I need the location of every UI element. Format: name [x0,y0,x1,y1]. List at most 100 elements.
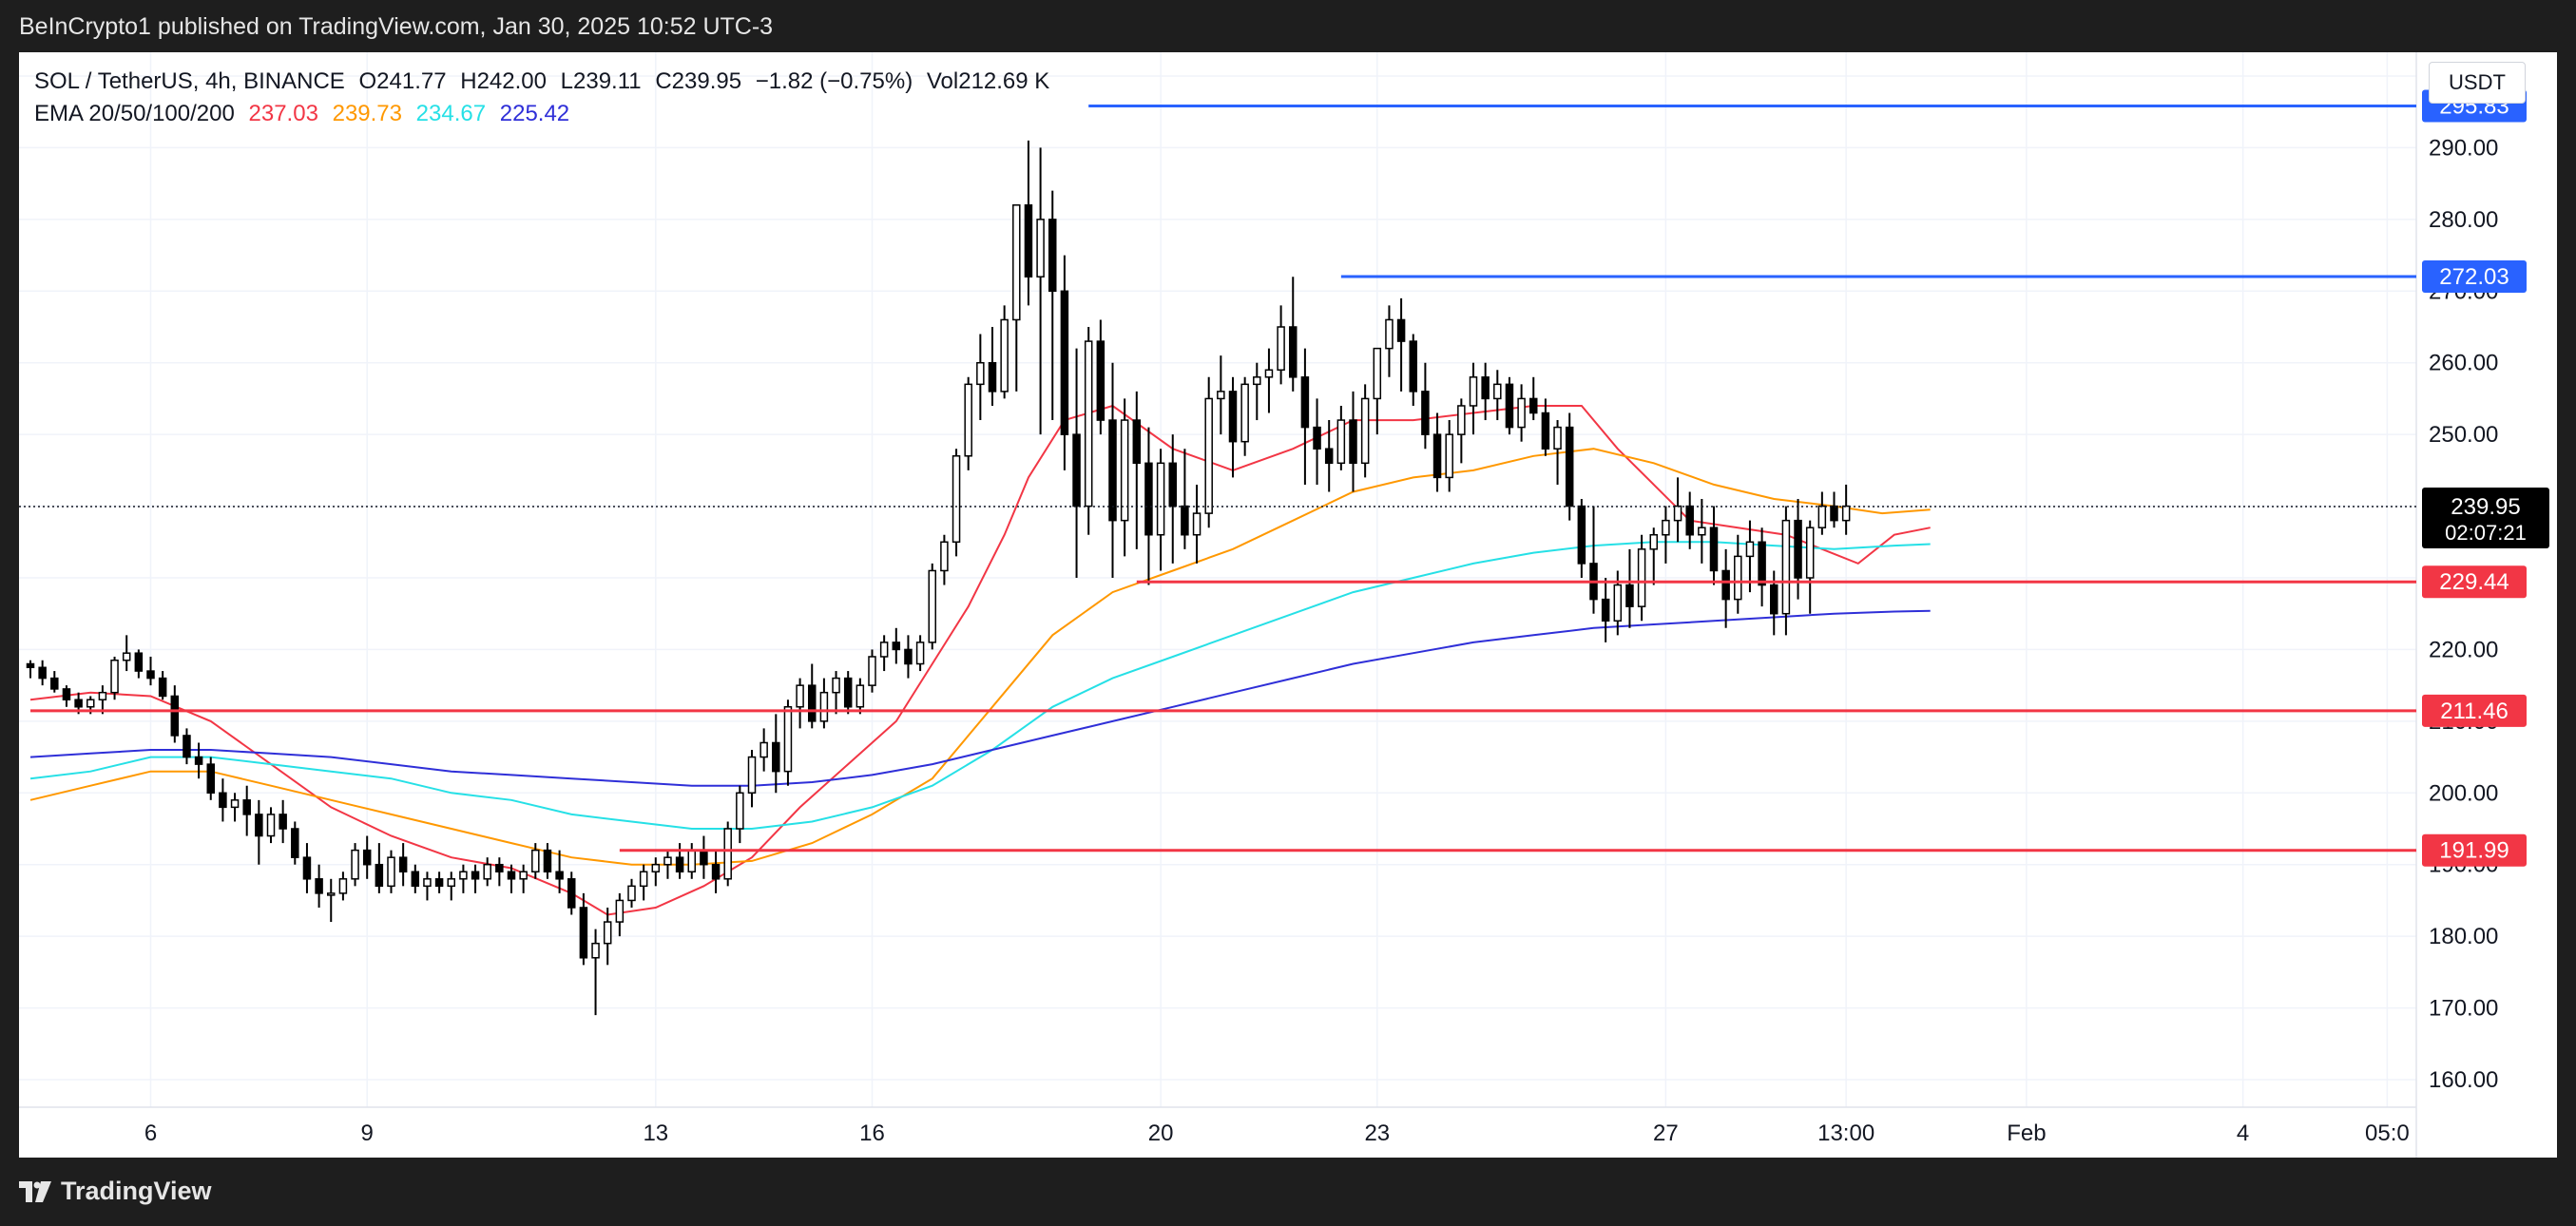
y-tick-label: 180.00 [2429,924,2498,949]
candle-down [1529,397,1538,414]
candle-up [423,878,432,888]
ema50-line [29,448,1931,866]
candle-up [327,892,336,896]
candle-down [134,652,144,672]
candle-down [1060,290,1069,435]
price-chart[interactable]: 300.00290.00280.00270.00260.00250.00240.… [19,52,2557,1158]
candle-up [98,691,107,700]
candle-down [1048,219,1057,293]
candle-up [1781,519,1791,615]
candle-up [928,569,936,643]
x-tick-label: 9 [361,1121,374,1146]
candle-up [1613,584,1623,623]
high-value: H242.00 [460,68,547,94]
candle-down [1601,598,1610,623]
x-tick-label: 27 [1653,1121,1679,1146]
candle-up [615,899,625,923]
candle-up [1156,462,1165,536]
candle-up [1493,383,1502,400]
candle-up [1360,397,1370,465]
candle-up [736,792,744,830]
candle-up [1192,512,1201,536]
candle-up [603,921,612,945]
candle-down [1096,340,1105,421]
candle-down [26,662,35,669]
candle-down [700,849,708,866]
candle-up [1469,376,1478,407]
candle-down [1313,426,1321,450]
candle-up [1385,318,1394,350]
candle-up [747,756,757,795]
candle-up [1637,548,1646,607]
candle-up [1662,519,1670,536]
candle-down [1409,340,1417,393]
candle-down [1794,519,1802,579]
currency-selector[interactable]: USDT [2429,62,2526,104]
close-value: C239.95 [655,68,742,94]
candle-down [1758,541,1766,586]
open-value: O241.77 [358,68,447,94]
candle-down [1709,527,1719,572]
symbol-label[interactable]: SOL / TetherUS, 4h, BINANCE [34,68,345,94]
candle-down [158,677,167,698]
candle-up [940,541,949,572]
candle-down [543,849,552,873]
candle-up [1084,340,1093,508]
candle-up [651,863,661,873]
tradingview-logo[interactable]: TradingView [19,1177,212,1206]
candle-up [1841,505,1851,522]
candle-up [1204,397,1213,514]
candle-down [362,849,372,866]
y-tick-label: 200.00 [2429,780,2498,806]
candle-up [519,871,528,880]
candle-down [1300,376,1310,429]
tradingview-logo-icon [19,1180,51,1202]
footer-bar: TradingView [0,1158,2576,1226]
publisher-text: BeInCrypto1 published on TradingView.com… [19,13,774,40]
level-price-label: 229.44 [2439,569,2509,595]
candle-up [1012,204,1021,321]
y-tick-label: 160.00 [2429,1067,2498,1093]
candle-down [434,878,444,888]
candle-down [988,361,997,393]
candle-up [459,871,468,880]
ohlc-row: SOL / TetherUS, 4h, BINANCE O241.77 H242… [34,66,1057,98]
candle-up [1698,527,1706,536]
ema100-value: 234.67 [415,101,487,126]
candle-down [1565,426,1574,508]
candle-up [1336,419,1346,465]
candle-down [711,863,721,880]
candle-up [964,383,972,457]
candle-up [915,642,925,665]
candle-up [1000,318,1009,393]
x-tick-label: 13:00 [1817,1121,1874,1146]
candle-down [242,799,251,815]
ema-label[interactable]: EMA 20/50/100/200 [34,101,235,126]
chart-canvas[interactable]: 300.00290.00280.00270.00260.00250.00240.… [19,52,2557,1158]
candle-down [146,670,155,680]
y-tick-label: 220.00 [2429,637,2498,662]
low-value: L239.11 [560,68,642,94]
candle-up [1036,219,1045,278]
candle-up [639,871,648,888]
candle-down [1770,584,1778,615]
candle-down [279,814,287,830]
candle-down [843,677,853,708]
candle-down [1481,376,1490,400]
candle-up [1240,383,1249,443]
candle-up [1373,347,1382,400]
candle-up [1120,419,1129,522]
candle-up [351,849,359,880]
candle-down [1396,318,1406,342]
candle-down [291,828,299,858]
y-tick-label: 250.00 [2429,422,2498,448]
candle-up [783,706,793,773]
candle-down [1541,412,1550,450]
candle-down [507,871,516,880]
candle-down [1505,383,1514,429]
level-price-label: 211.46 [2440,699,2509,724]
candle-up [687,849,696,873]
candle-down [74,699,83,708]
ema200-value: 225.42 [499,101,570,126]
y-tick-label: 280.00 [2429,207,2498,233]
